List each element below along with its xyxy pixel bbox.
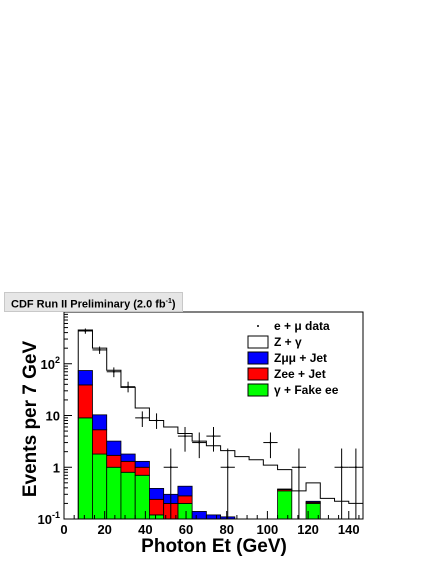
bar-z-jet-3 [121, 454, 135, 461]
y-tick-label-10: 10 [46, 409, 60, 424]
y-tick-label-1: 1 [53, 460, 60, 475]
bar-z-jet-4 [135, 461, 149, 467]
bar-zee-jet-7 [178, 496, 192, 504]
data-point-7 [184, 435, 186, 437]
data-point-5 [156, 420, 158, 422]
bar-z-jet-2 [107, 441, 121, 455]
bar--fake-ee-3 [121, 472, 135, 519]
plot-area: 0 20 40 60 80 100 120 140 10-1 1 10 102 e + μ data Z … [38, 312, 363, 537]
chart-header-text: CDF Run II Preliminary (2.0 fb [11, 299, 166, 311]
bar-z-jet-7 [178, 486, 192, 496]
x-tick-label-140: 140 [338, 522, 360, 537]
chart-header-close: ) [172, 299, 176, 311]
data-point-13 [341, 466, 343, 468]
data-point-2 [113, 371, 115, 373]
data-point-10 [227, 466, 229, 468]
bar-z-jet-16 [306, 501, 320, 502]
bar-z-jet-0 [78, 371, 92, 385]
data-point-6 [170, 466, 172, 468]
data-point-4 [141, 417, 143, 419]
data-point-8 [198, 442, 200, 444]
y-tick-label-100: 102 [41, 355, 60, 372]
bar--fake-ee-5 [149, 515, 163, 519]
x-tick-label-0: 0 [60, 522, 67, 537]
legend-label-0: e + μ data [274, 319, 330, 333]
x-tick-label-80: 80 [219, 522, 233, 537]
bar-z-jet-5 [149, 488, 163, 499]
bar-zee-jet-1 [92, 430, 106, 454]
data-point-3 [127, 386, 129, 388]
bar--fake-ee-4 [135, 475, 149, 519]
bar-z-jet-8 [192, 511, 206, 519]
bar--fake-ee-7 [178, 503, 192, 519]
bar--fake-ee-1 [92, 454, 106, 519]
bar-zee-jet-2 [107, 455, 121, 467]
x-tick-label-100: 100 [257, 522, 279, 537]
bar-zee-jet-3 [121, 461, 135, 472]
legend-swatch-3 [248, 368, 268, 380]
bar-z-jet-1 [92, 415, 106, 430]
legend-swatch-1 [248, 336, 268, 348]
x-tick-label-40: 40 [138, 522, 152, 537]
data-point-0 [84, 330, 86, 332]
chart-header: CDF Run II Preliminary (2.0 fb-1) [4, 292, 183, 312]
bar-zee-jet-4 [135, 467, 149, 475]
bar--fake-ee-0 [78, 418, 92, 519]
y-axis-title: Events per 7 GeV [20, 341, 41, 498]
data-point-11 [269, 442, 271, 444]
data-point-1 [99, 349, 101, 351]
legend-swatch-2 [248, 352, 268, 364]
legend-label-1: Z + γ [274, 335, 302, 349]
legend-label-2: Zμμ + Jet [274, 351, 327, 365]
legend-label-4: γ + Fake ee [274, 383, 339, 397]
data-point-9 [213, 435, 215, 437]
bar--fake-ee-2 [107, 467, 121, 519]
x-axis-title: Photon Et (GeV) [141, 536, 287, 557]
bar-z-jet-14 [278, 489, 292, 490]
bar-z-jet-9 [206, 515, 220, 519]
data-point-14 [355, 466, 357, 468]
x-tick-label-60: 60 [179, 522, 193, 537]
data-point-12 [298, 466, 300, 468]
legend-marker-data [257, 325, 259, 327]
bar-zee-jet-0 [78, 385, 92, 418]
legend-label-3: Zee + Jet [274, 367, 326, 381]
bar-zee-jet-5 [149, 499, 163, 515]
y-tick-label-0.1: 10-1 [38, 510, 60, 527]
bar--fake-ee-14 [278, 491, 292, 519]
legend-swatch-4 [248, 384, 268, 396]
x-tick-label-20: 20 [97, 522, 111, 537]
x-tick-label-120: 120 [297, 522, 319, 537]
